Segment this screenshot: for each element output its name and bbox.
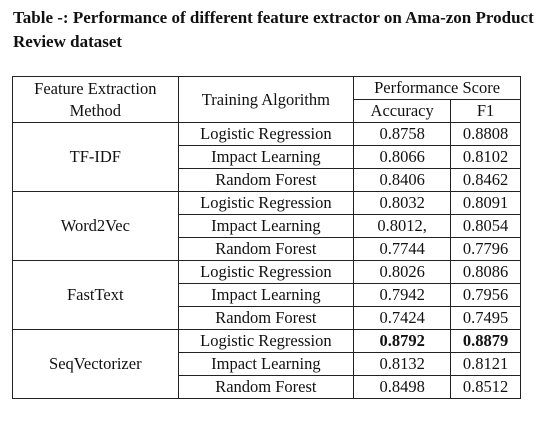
table-row: Random Forest 0.8406 0.8462 xyxy=(13,168,521,192)
accuracy-cell: 0.8498 xyxy=(353,375,452,399)
table-row: TF-IDF Logistic Regression 0.8758 0.8808 xyxy=(12,122,521,192)
f1-cell: 0.8086 xyxy=(450,260,521,284)
table-body: TF-IDF Logistic Regression 0.8758 0.8808 Imp… xyxy=(12,122,521,399)
table-row: FastText Logistic Regression 0.8026 0.8086 xyxy=(12,260,521,330)
algorithm-cell: Random Forest xyxy=(177,168,355,192)
accuracy-cell: 0.8132 xyxy=(353,352,452,376)
algorithm-cell: Logistic Regression xyxy=(177,260,355,284)
method-cell: TF-IDF xyxy=(12,122,179,192)
algorithm-cell: Random Forest xyxy=(177,375,355,399)
header-algorithm: Training Algorithm xyxy=(177,76,355,123)
algorithm-cell: Impact Learning xyxy=(177,145,355,169)
header-f1: F1 xyxy=(450,99,521,123)
algorithm-cell: Impact Learning xyxy=(177,283,355,307)
algorithm-cell: Logistic Regression xyxy=(177,122,355,146)
algorithm-cell: Random Forest xyxy=(177,306,355,330)
algorithm-cell: Logistic Regression xyxy=(177,329,355,353)
algorithm-cell: Impact Learning xyxy=(177,352,355,376)
f1-cell: 0.7796 xyxy=(450,237,521,261)
f1-cell: 0.7495 xyxy=(450,306,521,330)
caption-label: Table xyxy=(13,8,54,27)
f1-cell: 0.8879 xyxy=(450,329,521,353)
f1-cell: 0.8121 xyxy=(450,352,521,376)
accuracy-cell: 0.8066 xyxy=(353,145,452,169)
header-row-top: Feature Extraction Method Training Algor… xyxy=(12,76,521,123)
caption-separator: -: xyxy=(57,8,69,27)
accuracy-cell: 0.8032 xyxy=(353,191,452,215)
table-row: Word2Vec Logistic Regression 0.8032 0.8091 xyxy=(12,191,521,261)
algorithm-cell: Random Forest xyxy=(177,237,355,261)
f1-cell: 0.8054 xyxy=(450,214,521,238)
header-method: Feature Extraction Method xyxy=(12,76,179,123)
table-row: Random Forest 0.7744 0.7796 xyxy=(13,237,521,261)
accuracy-cell: 0.8792 xyxy=(353,329,452,353)
method-cell: FastText xyxy=(12,260,179,330)
method-cell: SeqVectorizer xyxy=(12,329,179,399)
table-row: Impact Learning 0.8066 0.8102 xyxy=(13,145,521,169)
table-row: Impact Learning 0.8132 0.8121 xyxy=(13,352,521,376)
f1-cell: 0.7956 xyxy=(450,283,521,307)
caption-text: Performance of different feature extract… xyxy=(13,8,534,51)
table-row: Impact Learning 0.7942 0.7956 xyxy=(13,283,521,307)
table-caption: Table -: Performance of different featur… xyxy=(13,6,543,54)
accuracy-cell: 0.7942 xyxy=(353,283,452,307)
f1-cell: 0.8462 xyxy=(450,168,521,192)
accuracy-cell: 0.8758 xyxy=(353,122,452,146)
header-method-line2: Method xyxy=(69,100,121,120)
f1-cell: 0.8091 xyxy=(450,191,521,215)
algorithm-cell: Logistic Regression xyxy=(177,191,355,215)
performance-table: Feature Extraction Method Training Algor… xyxy=(12,76,521,399)
f1-cell: 0.8808 xyxy=(450,122,521,146)
header-accuracy: Accuracy xyxy=(353,99,452,123)
header-row-sub: Accuracy F1 xyxy=(13,99,521,123)
accuracy-cell: 0.8012, xyxy=(353,214,452,238)
algorithm-cell: Impact Learning xyxy=(177,214,355,238)
table-row: Random Forest 0.8498 0.8512 xyxy=(13,375,521,399)
f1-cell: 0.8512 xyxy=(450,375,521,399)
f1-cell: 0.8102 xyxy=(450,145,521,169)
table-row: Impact Learning 0.8012, 0.8054 xyxy=(13,214,521,238)
header-method-line1: Feature Extraction xyxy=(34,78,157,98)
method-cell: Word2Vec xyxy=(12,191,179,261)
header-score-group: Performance Score xyxy=(353,76,521,100)
accuracy-cell: 0.8406 xyxy=(353,168,452,192)
table-row: SeqVectorizer Logistic Regression 0.8792 0.… xyxy=(12,329,521,399)
accuracy-cell: 0.7424 xyxy=(353,306,452,330)
accuracy-cell: 0.7744 xyxy=(353,237,452,261)
accuracy-cell: 0.8026 xyxy=(353,260,452,284)
